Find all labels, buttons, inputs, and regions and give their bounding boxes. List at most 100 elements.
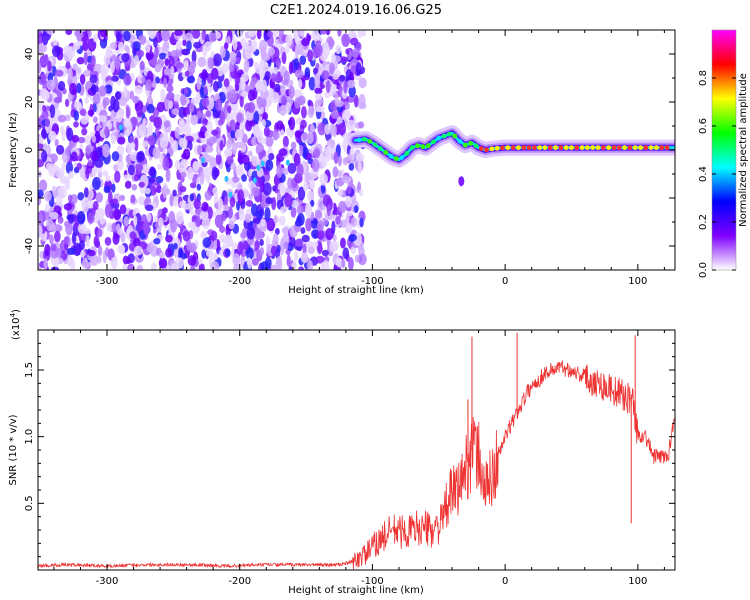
noise-blob <box>245 119 253 132</box>
noise-blob <box>325 227 334 240</box>
noise-blob <box>173 94 183 102</box>
noise-blob <box>193 198 201 210</box>
noise-blob <box>208 31 217 43</box>
noise-blob <box>341 259 346 268</box>
noise-blob <box>197 144 202 156</box>
noise-blob <box>66 247 76 256</box>
noise-blob <box>112 98 120 113</box>
noise-blob <box>183 87 189 95</box>
noise-spark <box>228 191 233 198</box>
noise-blob <box>229 196 236 208</box>
noise-blob <box>211 129 219 136</box>
signal-node <box>393 156 399 162</box>
noise-blob <box>120 232 126 243</box>
noise-blob <box>70 258 76 270</box>
noise-blob <box>223 204 230 212</box>
noise-blob <box>57 185 67 199</box>
noise-blob <box>82 228 92 235</box>
noise-blob <box>57 80 66 91</box>
noise-blob <box>56 144 65 155</box>
noise-blob <box>286 254 291 267</box>
noise-blob <box>165 247 173 258</box>
noise-blob <box>307 49 313 63</box>
noise-blob <box>229 51 237 65</box>
noise-blob <box>238 208 245 221</box>
noise-blob <box>123 216 129 227</box>
noise-blob <box>285 34 293 47</box>
noise-blob <box>178 120 187 134</box>
noise-blob <box>343 81 348 94</box>
noise-blob <box>127 263 135 270</box>
noise-blob <box>133 215 138 227</box>
noise-blob <box>67 68 73 81</box>
noise-blob <box>235 141 244 149</box>
noise-blob <box>294 219 302 227</box>
noise-blob <box>74 101 82 110</box>
signal-node <box>574 145 580 151</box>
noise-blob <box>251 186 260 197</box>
noise-blob <box>182 39 187 47</box>
x-tick-label: 0 <box>502 576 508 587</box>
signal-node <box>372 142 378 148</box>
noise-blob <box>259 137 267 145</box>
signal-node <box>547 145 553 151</box>
noise-blob <box>302 243 307 256</box>
noise-blob <box>300 106 307 119</box>
noise-blob <box>304 202 313 217</box>
noise-blob <box>281 226 289 235</box>
noise-blob <box>297 78 303 89</box>
noise-blob <box>348 162 355 171</box>
noise-spark <box>224 175 229 182</box>
noise-blob <box>307 190 315 202</box>
y-tick-label: 20 <box>24 96 35 109</box>
noise-blob <box>327 38 335 47</box>
noise-blob <box>342 157 349 166</box>
noise-blob <box>294 43 299 58</box>
noise-blob <box>351 48 359 59</box>
noise-blob <box>119 204 127 215</box>
noise-blob <box>297 186 306 201</box>
noise-blob <box>283 70 290 83</box>
noise-blob <box>337 30 342 37</box>
spectrogram-y-ticks: -40 -20 0 20 40 <box>24 29 675 271</box>
noise-blob <box>104 203 113 218</box>
noise-blob <box>159 251 166 259</box>
noise-blob <box>337 122 347 136</box>
noise-blob <box>246 226 256 240</box>
noise-blob <box>353 94 359 108</box>
noise-blob <box>195 215 201 228</box>
signal-node <box>494 145 500 151</box>
noise-blob <box>278 148 288 157</box>
noise-blob <box>63 203 73 211</box>
noise-blob <box>317 198 325 211</box>
noise-blob <box>192 160 200 171</box>
noise-blob <box>141 140 149 148</box>
noise-blob <box>38 213 43 226</box>
noise-blob <box>317 241 323 255</box>
noise-blob <box>203 85 208 95</box>
noise-blob <box>110 41 118 50</box>
noise-blob <box>162 207 168 214</box>
noise-blob <box>65 222 73 236</box>
y-tick-label: 0 <box>24 147 35 153</box>
snr-y-label: SNR (10 * v/v) <box>8 414 19 485</box>
noise-blob <box>46 79 56 91</box>
noise-blob <box>339 74 346 82</box>
noise-blob <box>38 189 44 198</box>
noise-blob <box>245 199 254 207</box>
noise-blob <box>187 255 196 267</box>
noise-blob <box>104 126 110 137</box>
noise-blob <box>221 236 231 245</box>
noise-blob <box>226 36 231 44</box>
noise-blob <box>76 56 85 65</box>
y-tick-label: 1.0 <box>24 429 35 445</box>
noise-blob <box>65 98 70 108</box>
signal-node <box>563 145 569 151</box>
noise-blob <box>359 217 364 228</box>
noise-blob <box>136 264 144 270</box>
noise-blob <box>313 67 318 75</box>
signal-node <box>531 145 537 151</box>
signal-node <box>579 145 585 151</box>
snr-multiplier-base: (x10 <box>11 317 22 340</box>
noise-blob <box>172 189 177 197</box>
